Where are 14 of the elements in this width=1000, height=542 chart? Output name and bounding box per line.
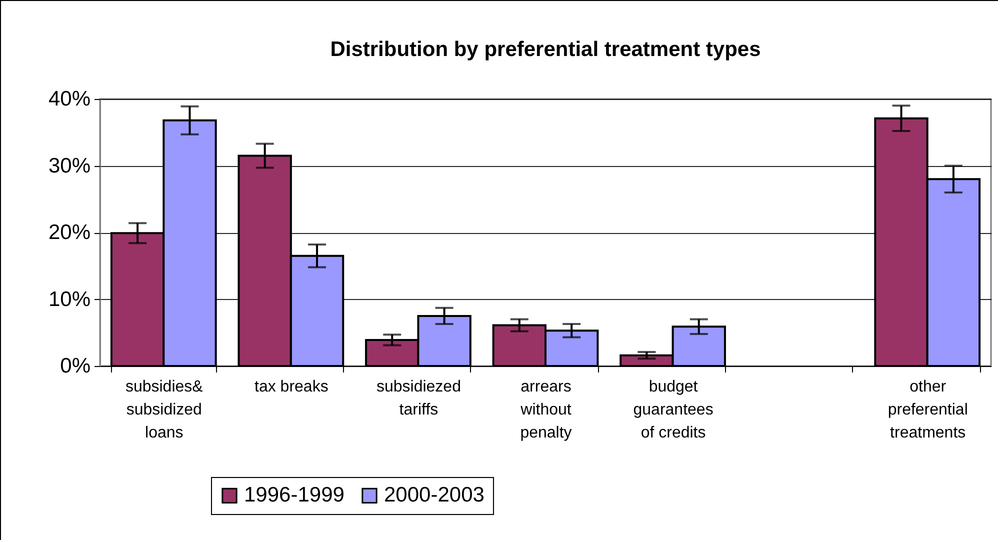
y-tick-label: 20% (48, 221, 90, 244)
legend-label: 2000-2003 (384, 484, 484, 507)
x-tick-label: budget guarantees of credits (633, 378, 714, 442)
y-tick-label: 40% (48, 88, 90, 110)
x-tick-label: other preferential treatments (888, 378, 968, 442)
y-tick-label: 30% (48, 154, 90, 178)
y-tick-label: 0% (60, 354, 90, 378)
legend-label: 1996-1999 (244, 484, 344, 507)
x-tick-label: tax breaks (254, 378, 328, 396)
chart-title: Distribution by preferential treatment types (330, 38, 761, 61)
x-tick-label: subsidies& subsidized loans (125, 378, 204, 442)
x-tick-label: subsidiezed tariffs (376, 378, 461, 418)
y-tick-label: 10% (48, 288, 90, 311)
x-tick-label: arrears without penalty (520, 378, 572, 442)
